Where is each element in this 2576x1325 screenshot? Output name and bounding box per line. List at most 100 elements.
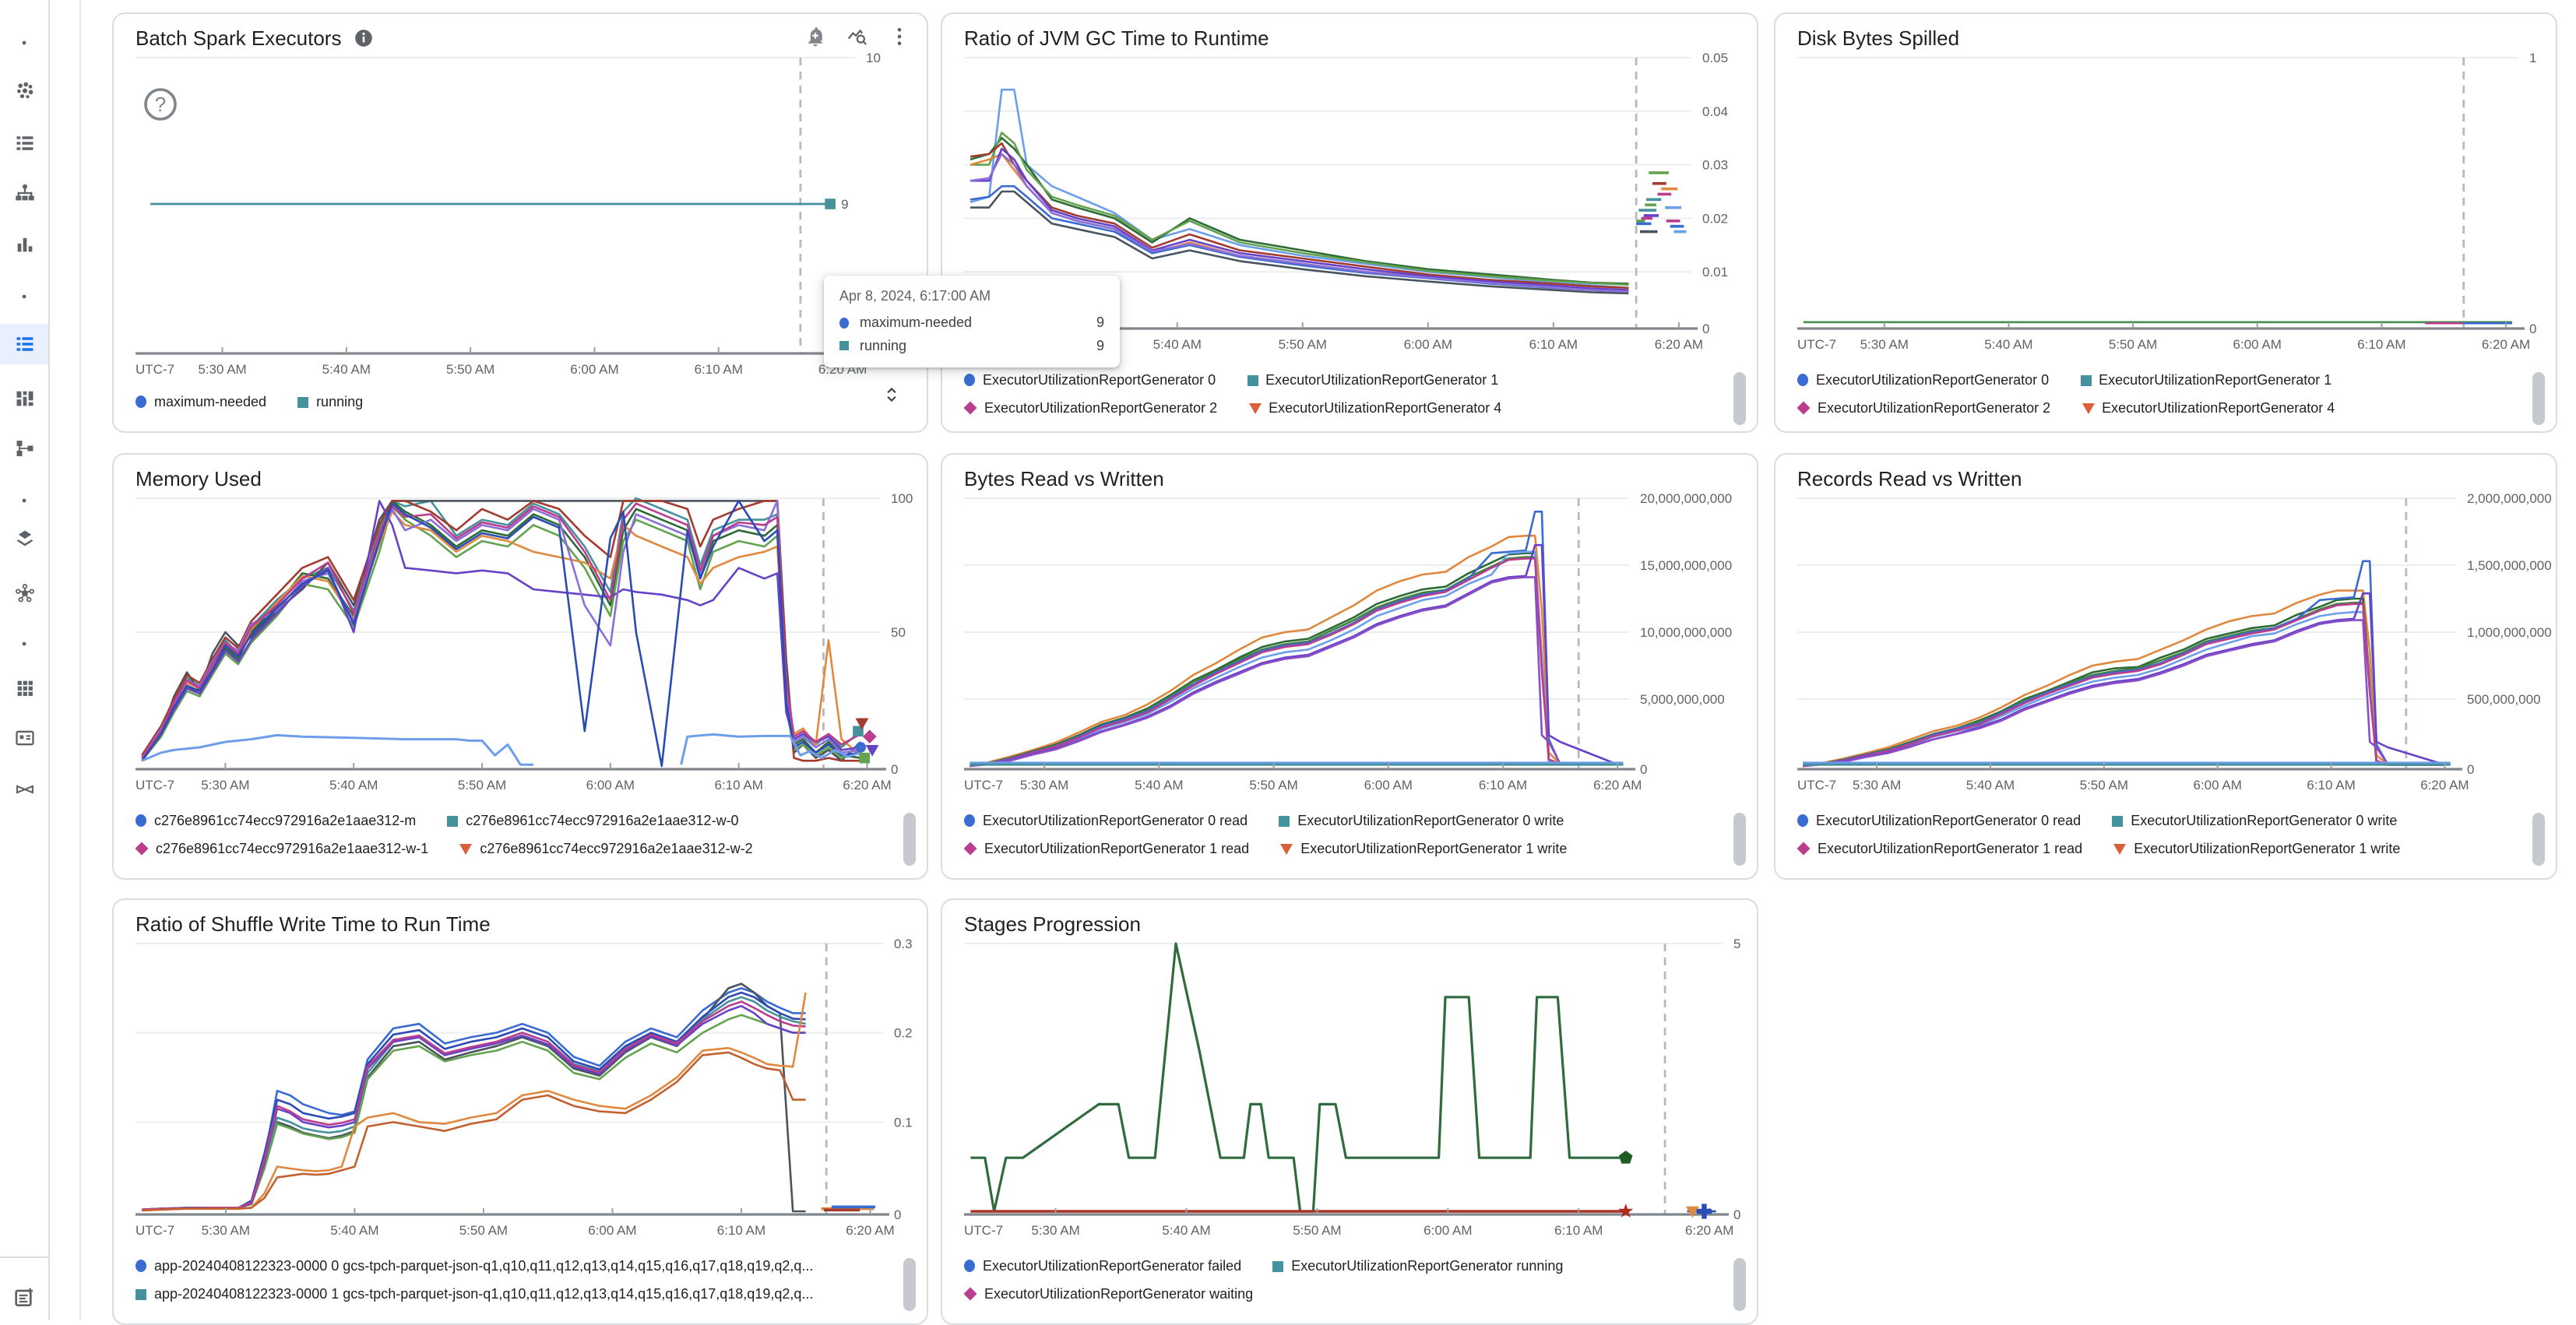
legend-item[interactable]: maximum-needed [135,394,266,409]
sidebar-item-dot-5[interactable] [0,276,48,316]
legend-item[interactable]: ExecutorUtilizationReportGenerator 0 [964,372,1216,388]
x-axis-label: 5:50 AM [2109,337,2157,352]
sidebar-item-tree-3[interactable] [0,173,48,213]
legend-item[interactable]: ExecutorUtilizationReportGenerator 4 [2082,400,2335,416]
legend-label: c276e8961cc74ecc972916a2e1aae312-m [154,813,417,828]
chart-title: Disk Bytes Spilled [1797,26,1960,50]
legend-item[interactable]: ExecutorUtilizationReportGenerator 1 wri… [2113,841,2400,856]
legend-item[interactable]: ExecutorUtilizationReportGenerator 1 wri… [1280,841,1567,856]
legend-item[interactable]: ExecutorUtilizationReportGenerator 0 wri… [1279,813,1564,828]
legend-item[interactable]: ExecutorUtilizationReportGenerator 1 rea… [964,841,1249,856]
sidebar-item-blocks-7[interactable] [0,378,48,419]
legend-scrollbar-thumb[interactable] [1733,372,1746,425]
legend-marker-diamond [964,401,977,415]
y-axis-label: 20,000,000,000 [1640,491,1732,506]
y-axis-label: 1 [2529,51,2536,65]
legend-row: ExecutorUtilizationReportGenerator 1 rea… [1797,841,2512,856]
x-axis-label: 5:40 AM [1153,337,1202,352]
list-icon [13,333,35,355]
legend-item[interactable]: ExecutorUtilizationReportGenerator 0 [1797,372,2049,388]
legend-marker-square [297,396,309,407]
triangle-down-marker [855,718,869,730]
legend-marker-square [135,1288,146,1299]
legend-item[interactable]: ExecutorUtilizationReportGenerator waiti… [964,1286,1253,1302]
legend-item[interactable]: app-20240408122323-0000 1 gcs-tpch-parqu… [135,1286,813,1302]
create-dashboard-button[interactable] [0,1277,48,1317]
legend-item[interactable]: ExecutorUtilizationReportGenerator 0 rea… [964,813,1248,828]
more-vert-icon [888,25,911,48]
create-alert-button[interactable] [804,25,827,48]
star-marker [1618,1204,1634,1218]
bar-chart-icon [13,234,35,255]
legend-item[interactable]: ExecutorUtilizationReportGenerator runni… [1272,1258,1563,1274]
sidebar-item-dot-12[interactable] [0,623,48,663]
sidebar-item-list-2[interactable] [0,123,48,163]
legend-scrollbar-thumb[interactable] [1733,813,1746,866]
y-axis-label: 2,000,000,000 [2467,491,2552,506]
legend-row: ExecutorUtilizationReportGenerator 2 Exec… [1797,400,2512,416]
legend-item[interactable]: app-20240408122323-0000 0 gcs-tpch-parqu… [135,1258,813,1274]
square-marker [853,726,864,737]
timezone-label: UTC-7 [964,1223,1003,1238]
chart-actions [804,25,911,48]
y-axis-label: 0.1 [894,1115,913,1130]
sidebar-item-dot-9[interactable] [0,480,48,520]
legend-scrollbar-thumb[interactable] [903,1258,916,1311]
add-alert-icon [804,25,827,48]
cluster-icon [13,79,35,101]
legend-item[interactable]: c276e8961cc74ecc972916a2e1aae312-m [135,813,416,828]
legend-item[interactable]: ExecutorUtilizationReportGenerator 2 [1797,400,2050,416]
series-lines [970,942,1716,1213]
legend-label: ExecutorUtilizationReportGenerator 4 [1269,400,1502,416]
legend-expand-control[interactable] [882,385,902,413]
legend-item[interactable]: ExecutorUtilizationReportGenerator 4 [1248,400,1501,416]
legend-item[interactable]: ExecutorUtilizationReportGenerator 1 [2080,372,2331,388]
legend-scrollbar-thumb[interactable] [2532,813,2545,866]
legend-marker-triangle-down [1248,402,1262,413]
legend-scrollbar-thumb[interactable] [903,813,916,866]
legend-item[interactable]: ExecutorUtilizationReportGenerator 0 wri… [2112,813,2397,828]
x-axis-label: 5:50 AM [459,1223,508,1238]
x-axis-label: 5:50 AM [2080,778,2128,793]
legend-marker-circle [1797,374,1808,386]
sidebar-item-article-14[interactable] [0,718,48,758]
x-axis-label: 5:40 AM [1162,1223,1210,1238]
legend-item[interactable]: ExecutorUtilizationReportGenerator faile… [964,1258,1241,1274]
sidebar-item-schema-8[interactable] [0,428,48,469]
legend-scrollbar-thumb[interactable] [1733,1258,1746,1311]
chart-title: Memory Used [135,467,262,490]
legend-item[interactable]: ExecutorUtilizationReportGenerator 1 rea… [1797,841,2082,856]
sidebar-item-bowtie-15[interactable] [0,769,48,810]
series-line [141,733,861,766]
y-axis-label: 0.01 [1702,265,1728,279]
legend-marker-triangle-down [2113,843,2127,854]
explore-chart-button[interactable] [846,25,869,48]
legend-item[interactable]: ExecutorUtilizationReportGenerator 1 [1247,372,1498,388]
legend-item[interactable]: c276e8961cc74ecc972916a2e1aae312-w-1 [135,841,428,856]
legend-item[interactable]: ExecutorUtilizationReportGenerator 2 [964,400,1217,416]
legend-item[interactable]: c276e8961cc74ecc972916a2e1aae312-w-0 [447,813,739,828]
legend-item[interactable]: c276e8961cc74ecc972916a2e1aae312-w-2 [459,841,753,856]
end-markers [1618,1151,1712,1219]
legend-item[interactable]: running [297,394,363,409]
sidebar-item-apps-grid-13[interactable] [0,668,48,708]
sidebar-item-list-6[interactable] [0,324,48,364]
sidebar-item-dot-0[interactable] [0,22,48,62]
series-line [970,88,1629,290]
y-axis-label: 0.04 [1702,104,1728,119]
legend-scrollbar-thumb[interactable] [2532,372,2545,425]
series-line [970,153,1629,293]
sidebar-item-bar-chart-4[interactable] [0,224,48,265]
legend-item[interactable]: ExecutorUtilizationReportGenerator 0 rea… [1797,813,2081,828]
sidebar-item-cluster-1[interactable] [0,70,48,111]
sidebar-item-layers-10[interactable] [0,518,48,559]
timezone-label: UTC-7 [135,1223,174,1238]
chart-plot: 1 0 UTC-7 5:30 AM 5:40 AM 5:50 AM 6:00 AM 6:10 … [1797,51,2536,352]
sidebar-item-hub-11[interactable] [0,573,48,613]
legend-label: c276e8961cc74ecc972916a2e1aae312-w-1 [156,841,429,856]
help-icon[interactable]: ? [144,88,177,121]
series-line [1803,592,2445,768]
y-axis-label: 0 [1640,762,1647,777]
chart-menu-button[interactable] [888,25,911,48]
